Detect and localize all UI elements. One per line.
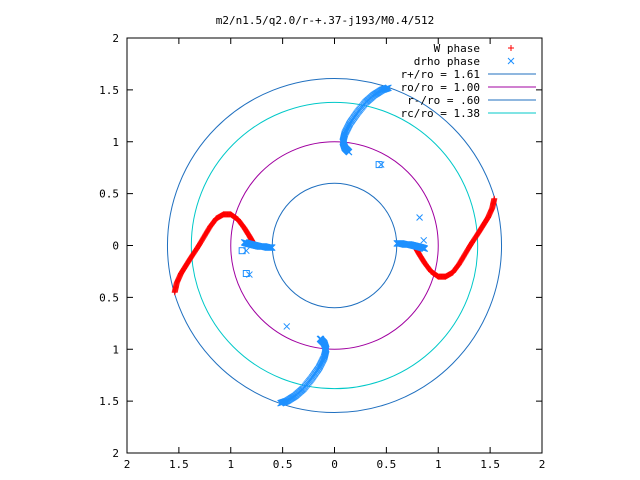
drho-phase-point <box>385 84 392 92</box>
drho-phase-point <box>240 239 248 246</box>
y-tick-label: 0 <box>112 240 119 253</box>
x-tick-label: 2 <box>539 458 546 471</box>
y-tick-label: 0.5 <box>99 291 119 304</box>
drho-phase-point <box>377 161 385 168</box>
legend-label: r-/ro = .60 <box>407 94 480 107</box>
circle-r+/ro = 1.61 <box>166 77 503 414</box>
y-tick-label: 2 <box>112 447 119 460</box>
x-tick-label: 1.5 <box>169 458 189 471</box>
x-tick-label: 0.5 <box>273 458 293 471</box>
y-tick-label: 1 <box>112 136 119 149</box>
circle-r-/ro = .60 <box>271 182 398 309</box>
drho-phase-point <box>421 245 429 252</box>
x-tick-label: 0.5 <box>376 458 396 471</box>
x-tick-label: 0 <box>331 458 338 471</box>
x-tick-label: 2 <box>124 458 131 471</box>
drho-phase-point <box>277 399 284 407</box>
drho-phase-point <box>317 335 325 343</box>
y-tick-label: 1 <box>112 343 119 356</box>
legend-label: W phase <box>434 42 480 55</box>
circle-ro/ro = 1.00 <box>230 141 439 350</box>
drho-phase-point <box>416 214 423 221</box>
x-tick-label: 1 <box>435 458 442 471</box>
reference-circles <box>166 77 503 414</box>
x-tick-label: 1.5 <box>480 458 500 471</box>
y-tick-label: 2 <box>112 32 119 45</box>
legend-label: ro/ro = 1.00 <box>401 81 480 94</box>
axis-ticks: 2 1.5 1 0.5 0 0.5 1 1.5 221.510.500.511.52 <box>99 32 545 471</box>
chart-title: m2/n1.5/q2.0/r-+.37-j193/M0.4/512 <box>216 14 435 27</box>
x-tick-label: 1 <box>227 458 234 471</box>
square-marker <box>375 161 383 169</box>
square-marker <box>242 270 250 278</box>
legend-label: drho phase <box>414 55 480 68</box>
y-tick-label: 0.5 <box>99 188 119 201</box>
drho-phase-point <box>420 236 428 244</box>
y-tick-label: 1.5 <box>99 84 119 97</box>
legend-label: r+/ro = 1.61 <box>401 68 480 81</box>
drho-phase-point <box>242 247 250 255</box>
data-points <box>171 84 498 407</box>
square-marker <box>238 247 246 255</box>
y-tick-label: 1.5 <box>99 395 119 408</box>
circle-rc/ro = 1.38 <box>190 101 479 390</box>
drho-phase-point <box>283 323 291 330</box>
legend-label: rc/ro = 1.38 <box>401 107 480 120</box>
